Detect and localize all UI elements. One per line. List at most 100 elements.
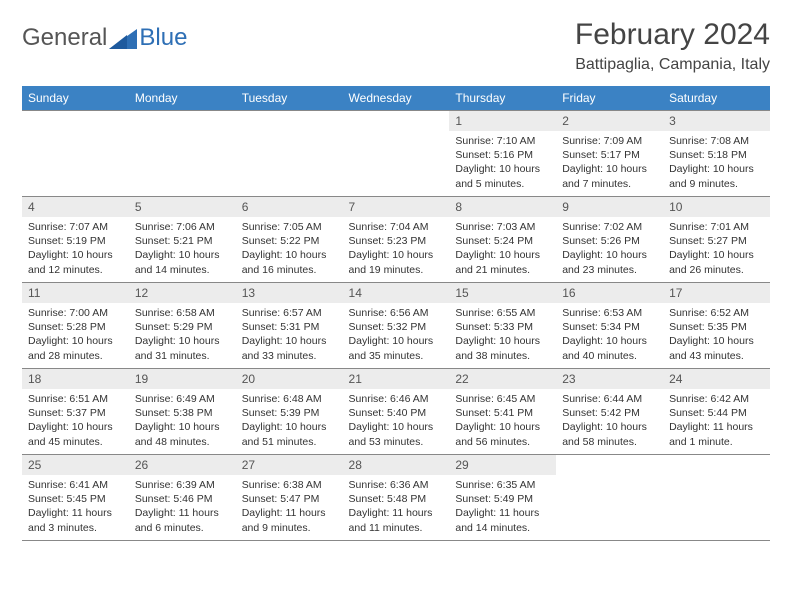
day-details: Sunrise: 7:00 AMSunset: 5:28 PMDaylight:…: [22, 303, 129, 366]
calendar-cell: 16Sunrise: 6:53 AMSunset: 5:34 PMDayligh…: [556, 283, 663, 369]
day-details: Sunrise: 7:07 AMSunset: 5:19 PMDaylight:…: [22, 217, 129, 280]
calendar-cell: 19Sunrise: 6:49 AMSunset: 5:38 PMDayligh…: [129, 369, 236, 455]
weekday-header: Sunday: [22, 86, 129, 111]
calendar-cell: 12Sunrise: 6:58 AMSunset: 5:29 PMDayligh…: [129, 283, 236, 369]
calendar-cell: 13Sunrise: 6:57 AMSunset: 5:31 PMDayligh…: [236, 283, 343, 369]
day-number: 20: [236, 369, 343, 389]
day-number: 14: [343, 283, 450, 303]
day-number: 26: [129, 455, 236, 475]
calendar-cell: 11Sunrise: 7:00 AMSunset: 5:28 PMDayligh…: [22, 283, 129, 369]
day-details: Sunrise: 7:04 AMSunset: 5:23 PMDaylight:…: [343, 217, 450, 280]
day-number: 4: [22, 197, 129, 217]
day-details: Sunrise: 7:08 AMSunset: 5:18 PMDaylight:…: [663, 131, 770, 194]
calendar-cell: 22Sunrise: 6:45 AMSunset: 5:41 PMDayligh…: [449, 369, 556, 455]
calendar-cell: 29Sunrise: 6:35 AMSunset: 5:49 PMDayligh…: [449, 455, 556, 541]
weekday-header: Saturday: [663, 86, 770, 111]
day-details: Sunrise: 6:38 AMSunset: 5:47 PMDaylight:…: [236, 475, 343, 538]
title-block: February 2024 Battipaglia, Campania, Ita…: [575, 18, 770, 74]
day-details: Sunrise: 6:52 AMSunset: 5:35 PMDaylight:…: [663, 303, 770, 366]
day-number: 22: [449, 369, 556, 389]
weekday-header-row: SundayMondayTuesdayWednesdayThursdayFrid…: [22, 86, 770, 111]
calendar-cell: 8Sunrise: 7:03 AMSunset: 5:24 PMDaylight…: [449, 197, 556, 283]
day-number: 2: [556, 111, 663, 131]
calendar-row: 18Sunrise: 6:51 AMSunset: 5:37 PMDayligh…: [22, 369, 770, 455]
day-details: Sunrise: 7:05 AMSunset: 5:22 PMDaylight:…: [236, 217, 343, 280]
calendar-cell: 7Sunrise: 7:04 AMSunset: 5:23 PMDaylight…: [343, 197, 450, 283]
location: Battipaglia, Campania, Italy: [575, 56, 770, 74]
day-details: Sunrise: 6:44 AMSunset: 5:42 PMDaylight:…: [556, 389, 663, 452]
logo-text-general: General: [22, 24, 107, 52]
calendar-cell: 4Sunrise: 7:07 AMSunset: 5:19 PMDaylight…: [22, 197, 129, 283]
weekday-header: Tuesday: [236, 86, 343, 111]
day-number: 13: [236, 283, 343, 303]
calendar-cell: 18Sunrise: 6:51 AMSunset: 5:37 PMDayligh…: [22, 369, 129, 455]
calendar-row: ........1Sunrise: 7:10 AMSunset: 5:16 PM…: [22, 111, 770, 197]
day-details: Sunrise: 7:03 AMSunset: 5:24 PMDaylight:…: [449, 217, 556, 280]
calendar-cell: ..: [663, 455, 770, 541]
header: General Blue February 2024 Battipaglia, …: [22, 18, 770, 74]
day-number: 27: [236, 455, 343, 475]
weekday-header: Friday: [556, 86, 663, 111]
day-number: 28: [343, 455, 450, 475]
weekday-header: Monday: [129, 86, 236, 111]
day-number: 7: [343, 197, 450, 217]
logo-triangle-icon: [109, 27, 137, 49]
day-number: 9: [556, 197, 663, 217]
calendar-row: 11Sunrise: 7:00 AMSunset: 5:28 PMDayligh…: [22, 283, 770, 369]
calendar-cell: 17Sunrise: 6:52 AMSunset: 5:35 PMDayligh…: [663, 283, 770, 369]
day-details: Sunrise: 6:42 AMSunset: 5:44 PMDaylight:…: [663, 389, 770, 452]
day-number: 3: [663, 111, 770, 131]
day-details: Sunrise: 6:48 AMSunset: 5:39 PMDaylight:…: [236, 389, 343, 452]
day-details: Sunrise: 7:09 AMSunset: 5:17 PMDaylight:…: [556, 131, 663, 194]
calendar-cell: 2Sunrise: 7:09 AMSunset: 5:17 PMDaylight…: [556, 111, 663, 197]
day-number: 29: [449, 455, 556, 475]
day-number: 6: [236, 197, 343, 217]
day-details: Sunrise: 7:10 AMSunset: 5:16 PMDaylight:…: [449, 131, 556, 194]
day-details: Sunrise: 6:58 AMSunset: 5:29 PMDaylight:…: [129, 303, 236, 366]
calendar-cell: ..: [22, 111, 129, 197]
calendar-cell: 15Sunrise: 6:55 AMSunset: 5:33 PMDayligh…: [449, 283, 556, 369]
day-details: Sunrise: 6:49 AMSunset: 5:38 PMDaylight:…: [129, 389, 236, 452]
day-number: 21: [343, 369, 450, 389]
calendar-cell: 10Sunrise: 7:01 AMSunset: 5:27 PMDayligh…: [663, 197, 770, 283]
calendar-cell: 5Sunrise: 7:06 AMSunset: 5:21 PMDaylight…: [129, 197, 236, 283]
day-number: 19: [129, 369, 236, 389]
calendar-cell: 1Sunrise: 7:10 AMSunset: 5:16 PMDaylight…: [449, 111, 556, 197]
calendar-cell: 23Sunrise: 6:44 AMSunset: 5:42 PMDayligh…: [556, 369, 663, 455]
day-details: Sunrise: 6:36 AMSunset: 5:48 PMDaylight:…: [343, 475, 450, 538]
calendar-cell: 14Sunrise: 6:56 AMSunset: 5:32 PMDayligh…: [343, 283, 450, 369]
weekday-header: Wednesday: [343, 86, 450, 111]
day-details: Sunrise: 6:39 AMSunset: 5:46 PMDaylight:…: [129, 475, 236, 538]
day-number: 23: [556, 369, 663, 389]
calendar-body: ........1Sunrise: 7:10 AMSunset: 5:16 PM…: [22, 111, 770, 541]
weekday-header: Thursday: [449, 86, 556, 111]
calendar-cell: ..: [343, 111, 450, 197]
calendar-cell: 24Sunrise: 6:42 AMSunset: 5:44 PMDayligh…: [663, 369, 770, 455]
day-details: Sunrise: 6:51 AMSunset: 5:37 PMDaylight:…: [22, 389, 129, 452]
day-number: 16: [556, 283, 663, 303]
calendar-cell: 21Sunrise: 6:46 AMSunset: 5:40 PMDayligh…: [343, 369, 450, 455]
logo: General Blue: [22, 18, 187, 52]
day-details: Sunrise: 6:57 AMSunset: 5:31 PMDaylight:…: [236, 303, 343, 366]
day-details: Sunrise: 6:55 AMSunset: 5:33 PMDaylight:…: [449, 303, 556, 366]
calendar-row: 4Sunrise: 7:07 AMSunset: 5:19 PMDaylight…: [22, 197, 770, 283]
calendar-cell: 20Sunrise: 6:48 AMSunset: 5:39 PMDayligh…: [236, 369, 343, 455]
day-number: 1: [449, 111, 556, 131]
day-details: Sunrise: 6:45 AMSunset: 5:41 PMDaylight:…: [449, 389, 556, 452]
calendar-cell: ..: [236, 111, 343, 197]
day-number: 10: [663, 197, 770, 217]
day-number: 5: [129, 197, 236, 217]
day-number: 17: [663, 283, 770, 303]
day-number: 25: [22, 455, 129, 475]
day-number: 11: [22, 283, 129, 303]
calendar-cell: 28Sunrise: 6:36 AMSunset: 5:48 PMDayligh…: [343, 455, 450, 541]
month-title: February 2024: [575, 18, 770, 52]
day-details: Sunrise: 7:02 AMSunset: 5:26 PMDaylight:…: [556, 217, 663, 280]
day-details: Sunrise: 6:56 AMSunset: 5:32 PMDaylight:…: [343, 303, 450, 366]
day-number: 18: [22, 369, 129, 389]
day-details: Sunrise: 6:46 AMSunset: 5:40 PMDaylight:…: [343, 389, 450, 452]
day-details: Sunrise: 6:41 AMSunset: 5:45 PMDaylight:…: [22, 475, 129, 538]
calendar-cell: ..: [129, 111, 236, 197]
calendar-cell: ..: [556, 455, 663, 541]
day-number: 12: [129, 283, 236, 303]
